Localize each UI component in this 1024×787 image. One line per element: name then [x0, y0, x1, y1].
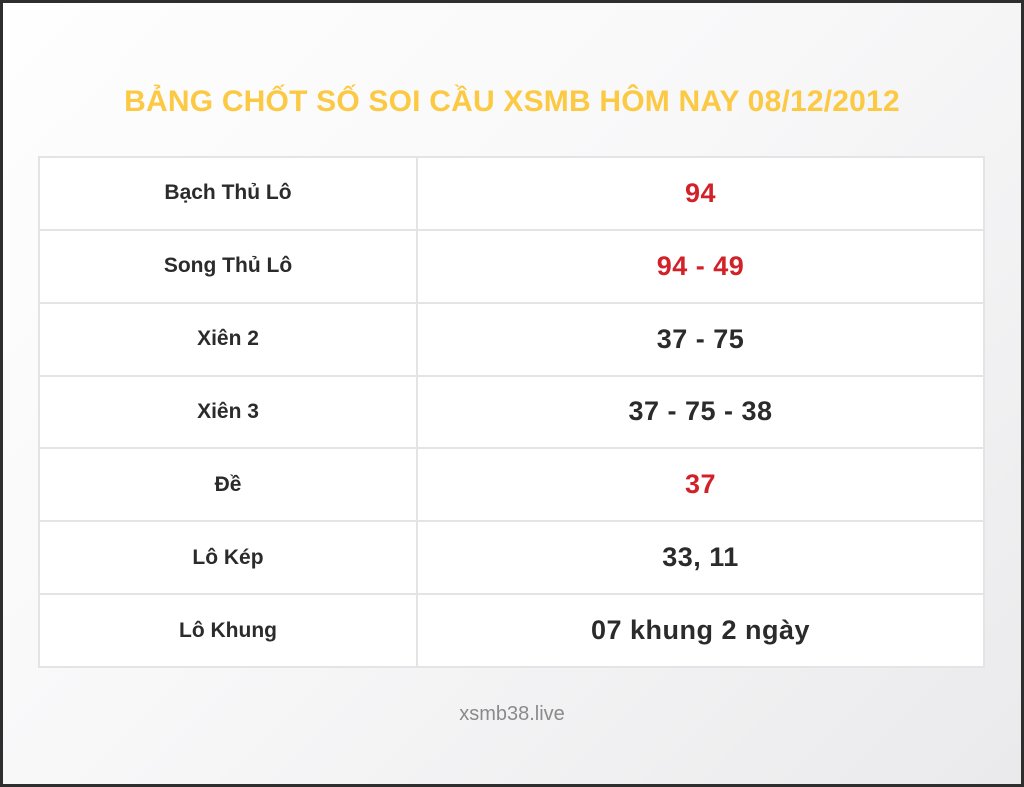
table-row-6-value: 07 khung 2 ngày — [418, 595, 983, 666]
table-row-2-value: 37 - 75 — [418, 303, 983, 375]
table-row-4-label: Đề — [40, 449, 416, 521]
table-row-5-value: 33, 11 — [418, 522, 983, 594]
table-row-3-value: 37 - 75 - 38 — [418, 376, 983, 448]
table-row-0-value: 94 — [418, 158, 983, 229]
table-row-4-value: 37 — [418, 449, 983, 521]
site-watermark: xsmb38.live — [459, 703, 565, 725]
table-row-1-value: 94 - 49 — [418, 230, 983, 302]
table-row-0-label: Bạch Thủ Lô — [40, 158, 416, 229]
prediction-table: Bạch Thủ Lô 94 Song Thủ Lô 94 - 49 Xiên … — [38, 156, 985, 668]
page-title: BẢNG CHỐT SỐ SOI CẦU XSMB HÔM NAY 08/12/… — [124, 85, 900, 118]
table-row-3-label: Xiên 3 — [40, 376, 416, 448]
table-row-1-label: Song Thủ Lô — [40, 230, 416, 302]
table-row-2-label: Xiên 2 — [40, 303, 416, 375]
table-row-6-label: Lô Khung — [40, 595, 416, 666]
table-row-5-label: Lô Kép — [40, 522, 416, 594]
